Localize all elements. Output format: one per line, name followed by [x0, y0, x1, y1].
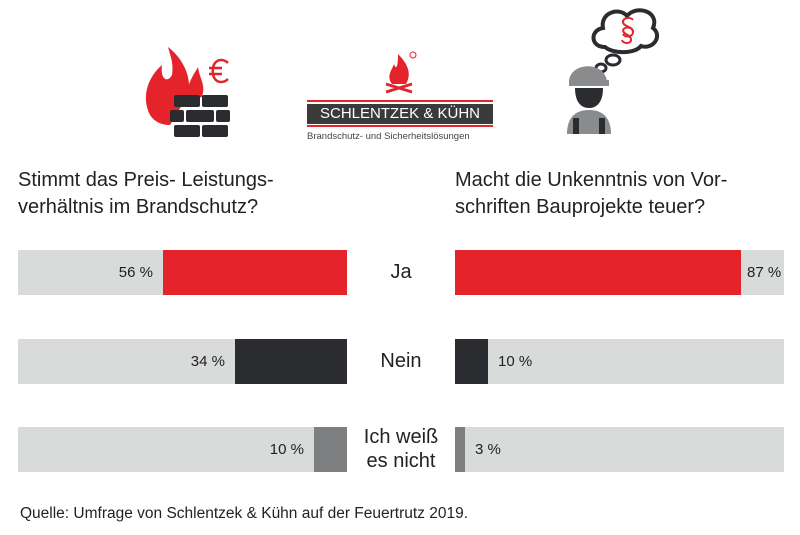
source-footer: Quelle: Umfrage von Schlentzek & Kühn au…: [20, 505, 469, 522]
campfire-logo-icon: [385, 51, 417, 94]
right-title-line-2: schriften Bauprojekte teuer?: [455, 196, 706, 218]
bar-value-label: 87 %: [747, 264, 782, 281]
left-bar-ja: [163, 250, 347, 295]
bar-value-label: 10 %: [498, 353, 533, 370]
left-bar-track: 34 %: [18, 339, 347, 384]
logo-tagline: Brandschutz- und Sicherheitslösungen: [307, 131, 470, 142]
category-label: Ja: [347, 260, 455, 284]
bar-value-label: 10 %: [269, 441, 304, 458]
left-title-line-2: verhältnis im Brandschutz?: [18, 196, 259, 218]
bar-value-label: 56 %: [118, 264, 153, 281]
category-label-line: Nein: [380, 350, 422, 372]
right-bar-ja: [455, 250, 741, 295]
right-bar-unknown: [455, 427, 465, 472]
right-bar-track: 10 %: [455, 339, 784, 384]
euro-icon: [209, 58, 229, 84]
fire-wall-euro-icon: [145, 47, 230, 137]
category-label: Nein: [347, 349, 455, 373]
category-label: Ich weiß es nicht: [347, 425, 455, 473]
left-bar-unknown: [314, 427, 347, 472]
right-title-line-1: Macht die Unkenntnis von Vor-: [455, 169, 728, 191]
left-question-title: Stimmt das Preis- Leistungs- verhältnis …: [18, 167, 348, 221]
right-bar-track: 3 %: [455, 427, 784, 472]
category-label-line: Ja: [390, 261, 412, 283]
left-bar-track: 56 %: [18, 250, 347, 295]
left-title-line-1: Stimmt das Preis- Leistungs-: [18, 169, 274, 191]
right-question-title: Macht die Unkenntnis von Vor- schriften …: [455, 167, 785, 221]
paragraph-icon: [621, 16, 635, 44]
worker-thinking-paragraph-icon: [567, 8, 660, 134]
logo-name: SCHLENTZEK & KÜHN: [307, 104, 493, 124]
left-bar-track: 10 %: [18, 427, 347, 472]
company-logo: SCHLENTZEK & KÜHN Brandschutz- und Siche…: [295, 50, 505, 145]
category-label-line: es nicht: [366, 450, 436, 472]
right-bar-nein: [455, 339, 488, 384]
bar-value-label: 3 %: [475, 441, 501, 458]
right-bar-track: 87 %: [455, 250, 784, 295]
bar-value-label: 34 %: [190, 353, 225, 370]
category-label-line: Ich weiß: [363, 426, 439, 448]
left-bar-nein: [235, 339, 347, 384]
